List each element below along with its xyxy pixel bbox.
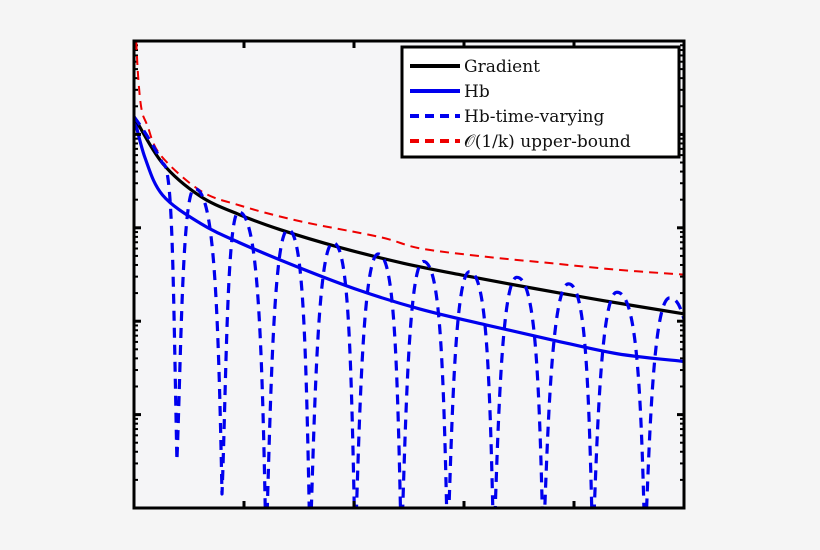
legend-label: Gradient — [464, 57, 540, 77]
legend-label: Hb — [464, 82, 490, 102]
legend-item: Gradient — [410, 57, 540, 77]
series-hb — [134, 116, 684, 363]
series-layer — [134, 41, 684, 508]
legend: Gradient Hb Hb-time-varying 𝒪(1/k) upper-bo… — [400, 45, 681, 159]
legend-label: 𝒪(1/k) upper-bound — [464, 132, 631, 152]
legend-item: 𝒪(1/k) upper-bound — [410, 132, 631, 152]
plot-frame — [132, 39, 686, 510]
legend-label: Hb-time-varying — [464, 107, 605, 127]
legend-item: Hb — [410, 82, 490, 102]
series-o-1-k-upper-bound — [135, 41, 683, 276]
series-hb-time-varying — [134, 115, 684, 508]
legend-item: Hb-time-varying — [410, 107, 605, 127]
